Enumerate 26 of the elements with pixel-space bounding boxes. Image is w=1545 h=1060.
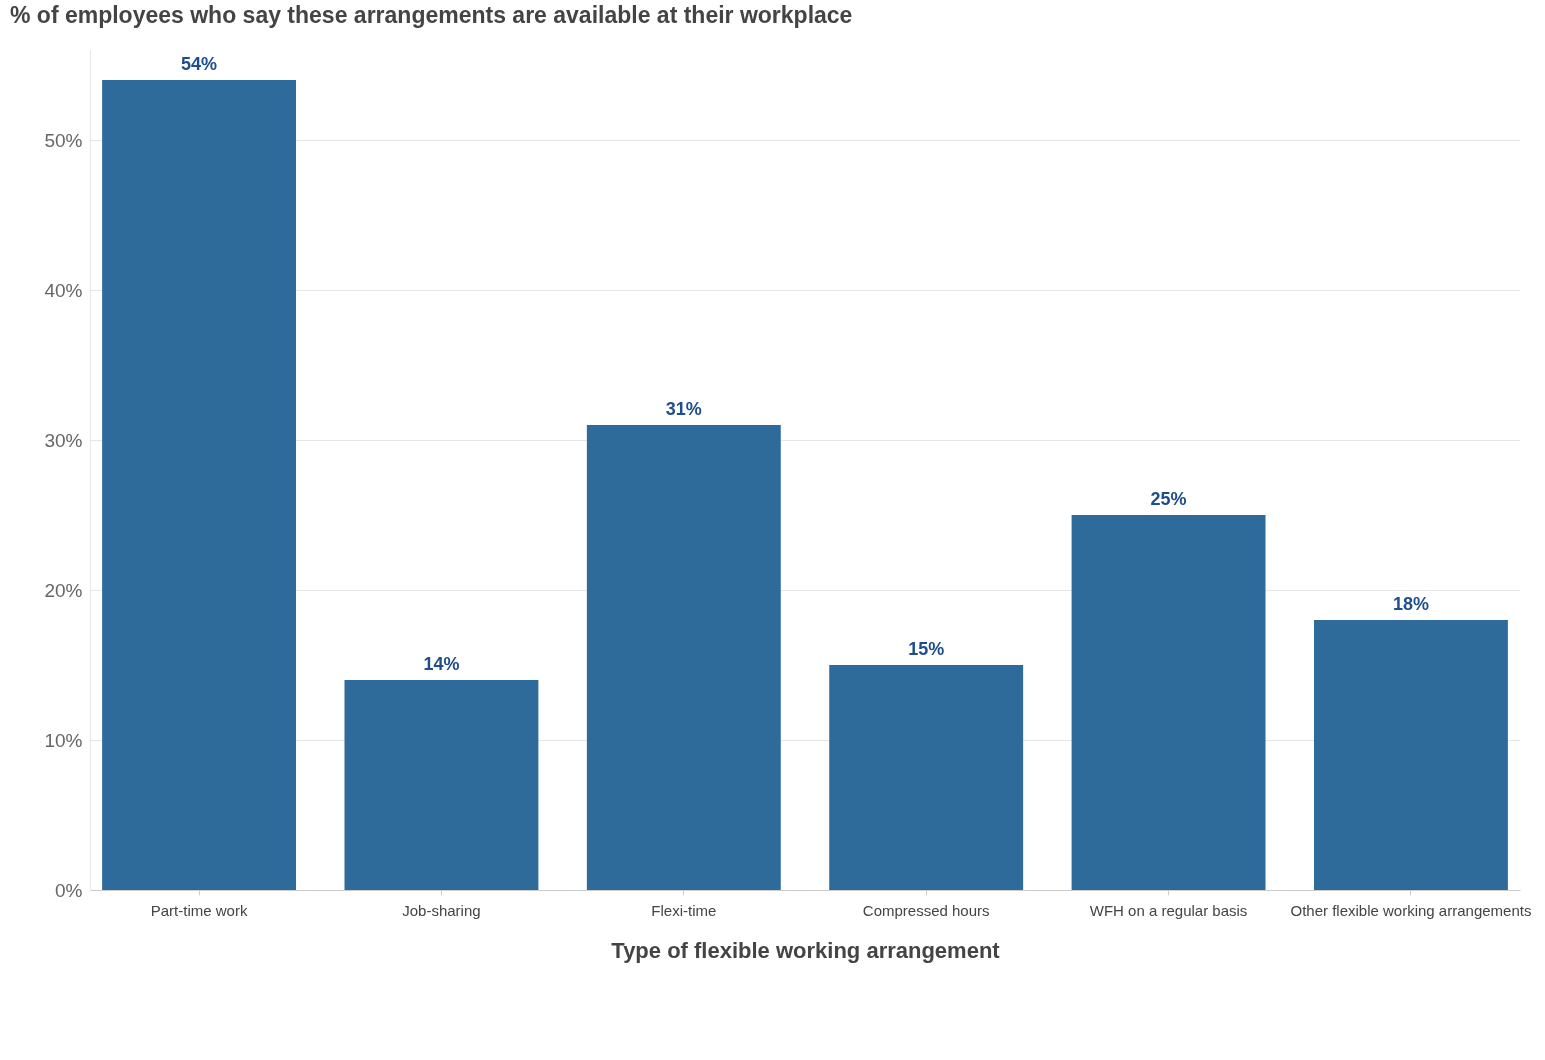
chart-title: % of employees who say these arrangements are available at their workplace bbox=[10, 2, 853, 28]
x-tick-label: Job-sharing bbox=[402, 901, 481, 919]
bar bbox=[829, 665, 1024, 890]
data-label: 14% bbox=[423, 654, 460, 674]
bar bbox=[102, 80, 297, 890]
y-tick-label: 50% bbox=[44, 129, 83, 151]
data-label: 54% bbox=[181, 54, 218, 74]
x-tick-label: Other flexible working arrangements bbox=[1290, 901, 1532, 919]
y-tick-label: 30% bbox=[44, 429, 83, 451]
bar bbox=[586, 425, 781, 890]
data-label: 18% bbox=[1392, 594, 1429, 614]
bar bbox=[1071, 515, 1266, 890]
data-label: 31% bbox=[665, 399, 702, 419]
y-tick-label: 10% bbox=[44, 729, 83, 751]
x-tick-label: Compressed hours bbox=[862, 901, 990, 919]
x-tick-label: WFH on a regular basis bbox=[1089, 901, 1248, 919]
x-tick-label: Part-time work bbox=[150, 901, 248, 919]
data-label: 15% bbox=[908, 639, 945, 659]
y-tick-label: 20% bbox=[44, 579, 83, 601]
y-tick-label: 0% bbox=[55, 879, 83, 901]
y-tick-label: 40% bbox=[44, 279, 83, 301]
x-axis-title: Type of flexible working arrangement bbox=[611, 937, 1001, 963]
bar bbox=[1313, 620, 1508, 890]
x-tick-label: Flexi-time bbox=[651, 901, 717, 919]
data-label: 25% bbox=[1150, 489, 1187, 509]
bar bbox=[344, 680, 539, 890]
